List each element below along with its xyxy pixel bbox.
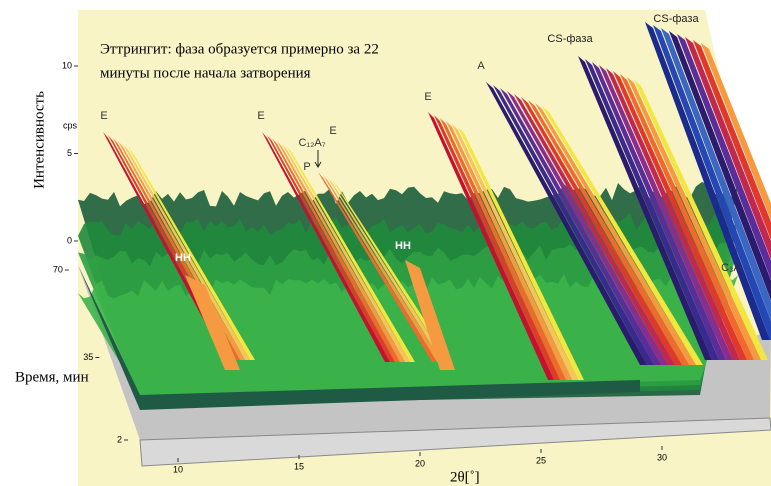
ridge-band xyxy=(521,97,682,365)
ridge-band xyxy=(599,65,733,360)
ridge-hh xyxy=(405,260,455,370)
ridge-band xyxy=(528,100,689,365)
peak-label: HH xyxy=(395,240,411,252)
z-axis-label: Время, мин xyxy=(15,369,89,385)
ridge-band xyxy=(434,115,560,380)
x-tick-label: 15 xyxy=(294,461,304,471)
ridge-band xyxy=(645,22,770,340)
ridge-band xyxy=(440,118,566,380)
z-tick-label: 70 xyxy=(53,264,63,274)
x-tick-label: 25 xyxy=(536,455,546,465)
peak-label: E xyxy=(424,91,431,103)
ridge-band xyxy=(318,172,437,362)
ridge-band xyxy=(507,91,668,365)
ridge-band xyxy=(287,147,415,362)
annotation: минуты после начала затворения xyxy=(100,65,311,81)
ridges xyxy=(78,22,771,410)
ridge-band xyxy=(123,144,250,360)
ridge-band xyxy=(267,135,395,362)
peak-label: E xyxy=(329,125,336,137)
ridge-band xyxy=(446,121,572,380)
peak-label: A xyxy=(477,60,485,72)
ridge-band xyxy=(486,82,647,365)
ridge-band xyxy=(272,138,400,362)
ridge-band xyxy=(613,71,747,360)
ridge-band xyxy=(277,141,405,362)
peak-label: CS-фаза xyxy=(653,13,699,25)
peak-label: E xyxy=(100,110,107,122)
x-tick-label: 10 xyxy=(173,464,183,474)
ridge-band xyxy=(500,88,661,365)
y-tick-label: 10 xyxy=(62,60,72,70)
ridge-band xyxy=(428,112,554,380)
ridge-band xyxy=(634,80,768,360)
ridge-band xyxy=(661,28,771,322)
ridge-band xyxy=(693,40,771,240)
y-axis-label: Интенсивность xyxy=(31,91,47,189)
z-tick-label: 35 xyxy=(83,352,93,362)
ridge-band xyxy=(128,147,255,360)
base-edge xyxy=(139,417,771,467)
peak-label: HH xyxy=(175,252,191,264)
peak-arrow xyxy=(314,150,322,168)
peak-label: CS-фаза xyxy=(547,33,593,45)
ridge-band xyxy=(627,77,761,360)
ridge-band xyxy=(542,106,703,365)
x-tick-label: 30 xyxy=(657,452,667,462)
ridge-band xyxy=(458,127,584,380)
peak-label: E xyxy=(257,110,264,122)
ridge-band xyxy=(452,124,578,380)
x-tick-label: 20 xyxy=(415,458,425,468)
ridge-band xyxy=(262,132,390,362)
ridge-band xyxy=(333,181,452,362)
ridge-band xyxy=(620,74,754,360)
ridge-band xyxy=(677,34,771,280)
ridge-band xyxy=(493,85,654,365)
ridge-band xyxy=(701,43,771,221)
ridge-band xyxy=(535,103,696,365)
ridge-band xyxy=(514,94,675,365)
ridge-band xyxy=(685,37,771,260)
ridge-band xyxy=(653,25,771,340)
y-unit: cps xyxy=(63,120,78,130)
ridge-band xyxy=(592,62,726,360)
ridge-band xyxy=(282,144,410,362)
ridge-band xyxy=(669,31,771,301)
y-tick-label: 0 xyxy=(67,235,72,245)
ridge-band xyxy=(606,68,740,360)
annotation: Эттрингит: фаза образуется примерно за 2… xyxy=(100,41,379,57)
ridge-band xyxy=(328,178,447,362)
peak-label: C₃A xyxy=(721,262,741,274)
z-tick-label: 2 xyxy=(117,434,122,444)
y-tick-label: 5 xyxy=(67,148,72,158)
ridge-band xyxy=(323,175,442,362)
x-axis-label: 2θ[˚] xyxy=(450,469,480,485)
peak-label: C₁₂A₇ xyxy=(298,137,325,149)
ridge-band xyxy=(585,59,719,360)
ridge-hh xyxy=(185,275,240,370)
peak-label: P xyxy=(303,161,310,173)
floor-front xyxy=(78,265,640,410)
ridge-band xyxy=(578,56,712,360)
